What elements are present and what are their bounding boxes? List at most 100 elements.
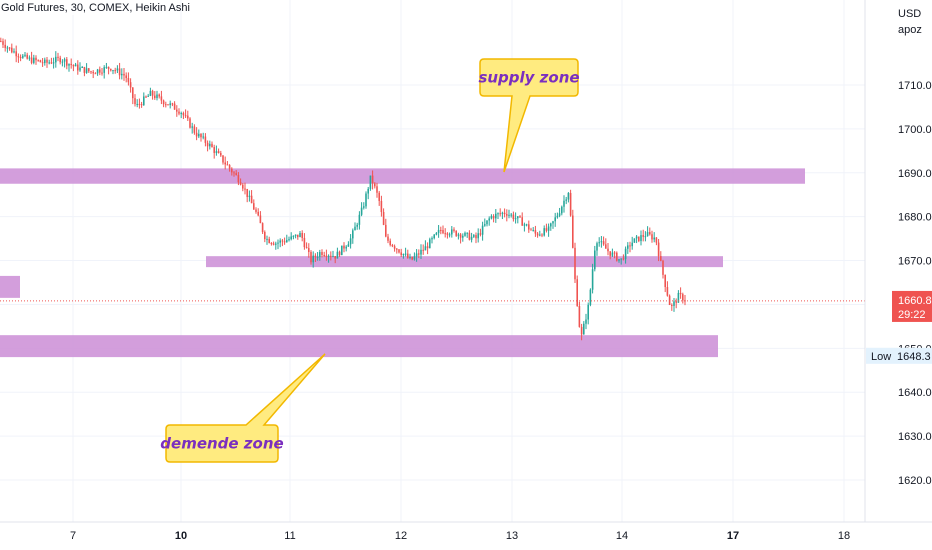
candle-body (444, 233, 446, 235)
candle-body (303, 237, 306, 248)
candle-body (677, 292, 680, 303)
low-value: 1648.3 (897, 351, 931, 363)
candle-body (547, 226, 550, 231)
current-price-badge-bg (892, 290, 932, 322)
candle-body (470, 236, 473, 240)
candle-body (202, 136, 204, 138)
candle-body (558, 213, 561, 216)
candle-body (244, 188, 246, 190)
candle-body (330, 255, 332, 257)
candle-body (59, 57, 61, 63)
candle-body (495, 213, 497, 219)
candle-body (286, 240, 288, 243)
candle-body (503, 212, 506, 215)
candle-body (312, 255, 314, 263)
candle-body (250, 195, 253, 204)
candle-body (74, 64, 77, 67)
candle-body (409, 256, 411, 258)
time-axis[interactable]: 7 10 11 12 13 14 17 18 (0, 521, 932, 542)
candle-body (235, 173, 237, 176)
candle-body (378, 192, 380, 201)
candle-body (147, 95, 149, 97)
candle-body (140, 104, 143, 106)
candle-body (253, 203, 255, 210)
candle-body (316, 256, 319, 258)
candle-body (367, 188, 369, 194)
demand-zone-band[interactable] (0, 335, 718, 358)
candle-body (191, 126, 193, 128)
candle-body (171, 103, 174, 105)
price-scale[interactable]: USD apoz 1620.01630.01640.01650.01660.01… (864, 0, 932, 522)
candle-body (660, 256, 662, 261)
candle-body (88, 68, 90, 72)
low-label: Low (871, 351, 891, 363)
candle-body (352, 230, 354, 239)
candle-body (426, 246, 429, 249)
candle-body (594, 250, 596, 270)
candle-body (83, 66, 86, 73)
candle-body (611, 252, 614, 256)
candle-body (182, 113, 185, 116)
candle-body (246, 188, 248, 198)
demand-zone-callout[interactable]: demende zone (160, 353, 326, 463)
candle-body (530, 229, 532, 231)
candle-body (411, 256, 413, 260)
candle-body (385, 224, 387, 237)
candle-body (618, 259, 620, 261)
candle-body (24, 54, 26, 56)
candle-body (90, 71, 92, 73)
candle-body (180, 113, 182, 115)
candle-body (123, 73, 125, 76)
candle-body (19, 56, 22, 58)
candle-body (132, 87, 134, 99)
candle-body (642, 235, 644, 237)
candle-body (343, 245, 345, 249)
candle-body (589, 289, 592, 305)
candle-body (149, 90, 152, 96)
x-tick-label: 17 (727, 530, 739, 542)
supply-zone-callout[interactable]: supply zone (478, 58, 580, 173)
candle-body (473, 235, 475, 237)
candle-body (156, 94, 158, 98)
candle-body (404, 253, 407, 255)
x-tick-label: 14 (616, 530, 628, 542)
candle-body (257, 211, 259, 216)
candle-body (506, 214, 508, 216)
candle-body (600, 241, 603, 243)
candle-body (341, 245, 343, 256)
candle-body (402, 253, 405, 255)
candle-body (435, 232, 438, 235)
candle-body (290, 236, 292, 240)
mid-zone-band[interactable] (206, 256, 723, 268)
candle-body (556, 215, 559, 218)
candle-body (644, 236, 647, 238)
candle-body (591, 269, 594, 290)
candle-body (200, 133, 202, 138)
candle-body (145, 96, 147, 98)
x-tick-label: 12 (395, 530, 407, 542)
left-edge-band[interactable] (0, 275, 20, 298)
candle-body (332, 256, 334, 258)
candle-body (622, 258, 625, 260)
candle-body (206, 142, 209, 147)
candle-body (143, 96, 145, 106)
candle-body (629, 245, 631, 247)
supply-zone-band[interactable] (0, 168, 805, 184)
chart-title: Gold Futures, 30, COMEX, Heikin Ashi (1, 2, 190, 14)
candle-body (347, 244, 350, 247)
candle-body (462, 235, 464, 238)
candle-body (501, 212, 504, 214)
zones (0, 168, 805, 358)
candle-body (281, 240, 284, 242)
candle-body (437, 229, 440, 233)
candle-body (92, 71, 94, 74)
candle-body (63, 59, 66, 62)
candle-body (563, 200, 565, 207)
candle-body (466, 232, 468, 234)
candle-body (165, 104, 167, 106)
candle-body (481, 225, 484, 235)
candle-body (151, 90, 154, 96)
candle-body (413, 256, 416, 260)
candle-body (486, 220, 488, 225)
